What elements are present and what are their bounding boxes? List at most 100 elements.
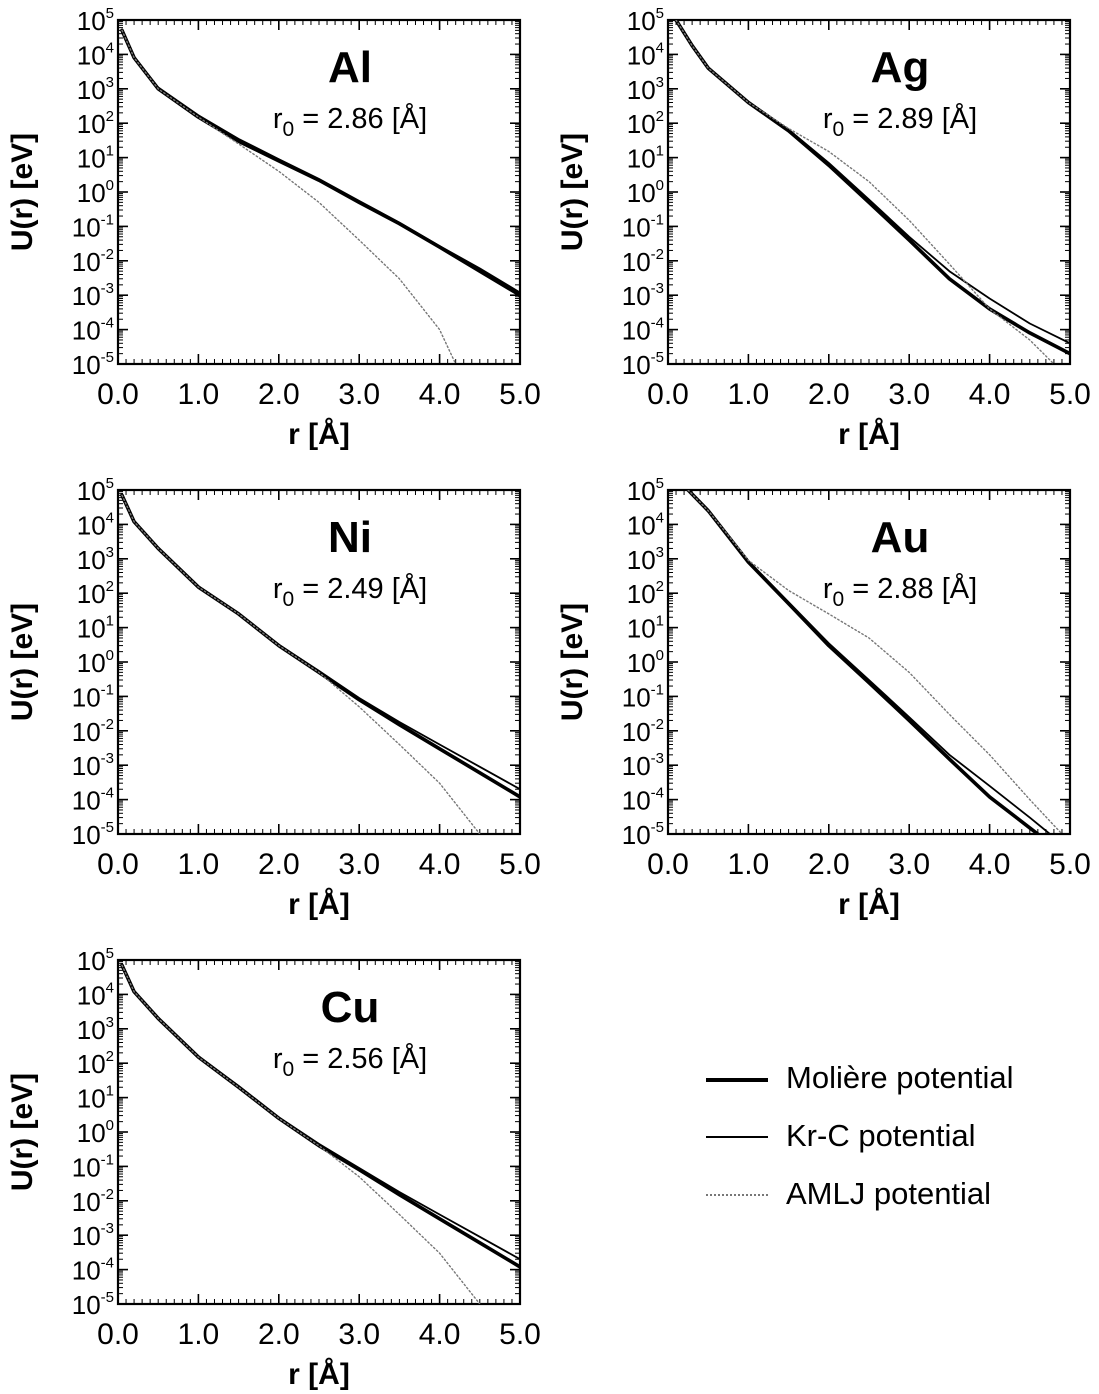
plot-frame [666,488,1072,836]
series-line-moli-re-potential [120,28,520,298]
x-tick-label: 3.0 [888,848,930,881]
x-tick-label: 5.0 [499,1318,541,1351]
x-tick-label: 4.0 [419,1318,461,1351]
series-line-amlj-potential [121,964,481,1304]
x-tick-label: 3.0 [338,378,380,411]
x-tick-label: 3.0 [338,848,380,881]
x-tick-label: 1.0 [728,848,770,881]
y-axis-label: U(r) [eV] [556,603,589,721]
x-tick-label: 2.0 [258,848,300,881]
y-tick-label: 102 [627,578,664,609]
y-tick-label: 105 [627,475,664,506]
x-tick-label: 5.0 [499,848,541,881]
y-tick-label: 103 [77,74,114,105]
legend-label-moliere: Molière potential [786,1060,1014,1095]
legend-swatch-amlj [706,1194,768,1196]
panel-subtitle: r0 = 2.89 [Å] [823,102,977,141]
y-axis-label: U(r) [eV] [6,133,39,251]
y-tick-label: 10-3 [72,280,114,311]
x-axis-label: r [Å] [288,418,350,451]
x-tick-label: 0.0 [647,378,689,411]
y-tick-label: 10-2 [72,1186,114,1217]
y-tick-label: 101 [77,613,114,644]
y-tick-label: 103 [627,74,664,105]
legend-item-moliere: Molière potential [700,1056,1080,1114]
x-tick-label: 5.0 [1049,848,1091,881]
y-tick-label: 103 [77,1014,114,1045]
y-tick-label: 102 [77,1048,114,1079]
y-tick-label: 10-3 [622,750,664,781]
series-line-kr-c-potential [687,490,1051,834]
x-axis-label: r [Å] [838,888,900,921]
y-tick-label: 104 [77,509,114,540]
y-tick-label: 10-1 [622,211,664,242]
x-tick-label: 2.0 [808,378,850,411]
series-line-amlj-potential [121,29,457,364]
y-tick-label: 10-4 [72,1255,114,1286]
x-tick-label: 4.0 [419,378,461,411]
y-tick-label: 102 [77,578,114,609]
y-tick-label: 101 [77,1083,114,1114]
y-tick-label: 10-4 [72,315,114,346]
x-axis-label: r [Å] [838,418,900,451]
y-tick-label: 10-2 [622,716,664,747]
y-tick-label: 104 [77,979,114,1010]
series-line-amlj-potential [675,20,1055,364]
x-tick-label: 0.0 [97,848,139,881]
y-tick-label: 10-4 [72,785,114,816]
y-tick-label: 101 [627,143,664,174]
x-tick-label: 4.0 [419,848,461,881]
legend-label-krc: Kr-C potential [786,1118,976,1153]
y-tick-label: 10-4 [622,785,664,816]
x-tick-label: 0.0 [97,1318,139,1351]
y-tick-label: 10-2 [72,716,114,747]
y-tick-label: 10-2 [72,246,114,277]
y-axis-label: U(r) [eV] [6,1073,39,1191]
y-tick-label: 105 [77,5,114,36]
x-tick-label: 3.0 [888,378,930,411]
y-tick-label: 10-1 [72,681,114,712]
x-tick-label: 1.0 [178,378,220,411]
y-tick-label: 10-5 [622,819,664,850]
y-tick-label: 101 [77,143,114,174]
x-axis-label: r [Å] [288,888,350,921]
y-tick-label: 10-1 [622,681,664,712]
y-tick-label: 10-3 [72,1220,114,1251]
plot-frame [116,958,522,1306]
x-tick-label: 1.0 [178,848,220,881]
y-tick-label: 100 [627,647,664,678]
y-tick-label: 105 [77,945,114,976]
legend-item-amlj: AMLJ potential [700,1172,1080,1230]
panel-title: Ni [328,513,372,562]
y-tick-label: 10-5 [622,349,664,380]
x-tick-label: 4.0 [969,848,1011,881]
x-axis-label: r [Å] [288,1358,350,1391]
series-line-amlj-potential [687,490,1063,834]
series-line-amlj-potential [121,494,481,834]
y-tick-label: 10-3 [622,280,664,311]
x-tick-label: 1.0 [728,378,770,411]
y-tick-label: 103 [77,544,114,575]
legend-swatch-moliere [706,1078,768,1082]
y-tick-label: 10-2 [622,246,664,277]
plot-frame [116,18,522,366]
y-tick-label: 10-3 [72,750,114,781]
panel-title: Cu [321,983,380,1032]
y-tick-label: 105 [77,475,114,506]
y-tick-label: 10-5 [72,349,114,380]
x-tick-label: 1.0 [178,1318,220,1351]
legend-item-krc: Kr-C potential [700,1114,1080,1172]
y-tick-label: 10-1 [72,211,114,242]
series-line-kr-c-potential [121,28,520,294]
panel-title: Au [871,513,930,562]
panel-subtitle: r0 = 2.86 [Å] [273,102,427,141]
y-tick-label: 10-5 [72,1289,114,1320]
y-tick-label: 105 [627,5,664,36]
x-tick-label: 2.0 [808,848,850,881]
series-line-kr-c-potential [121,493,520,791]
